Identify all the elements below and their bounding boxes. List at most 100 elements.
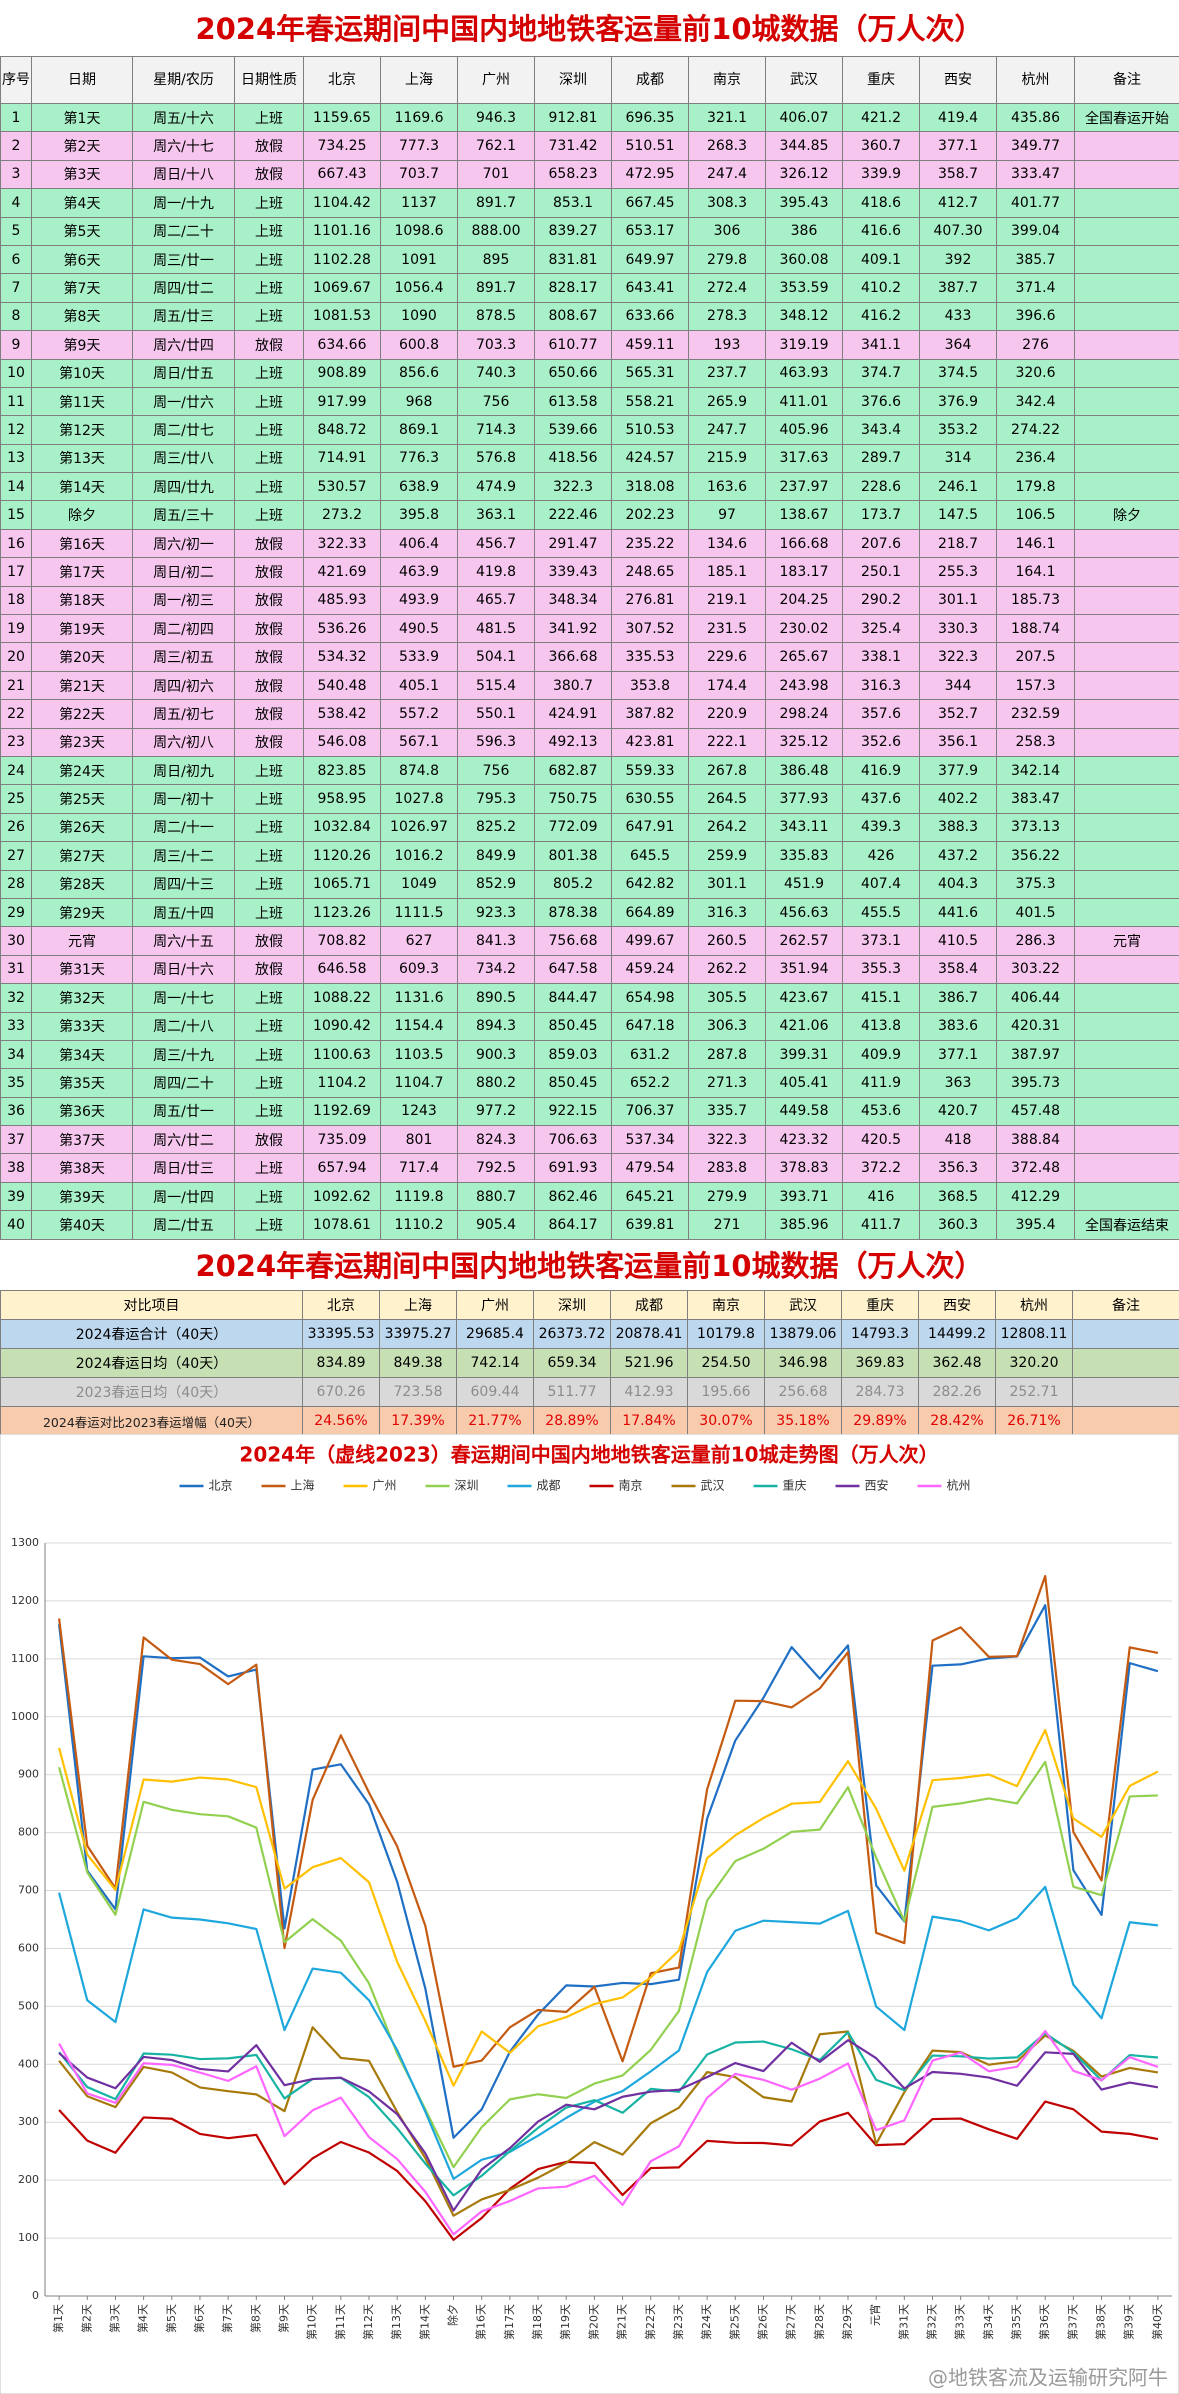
table-cell: 533.9 (380, 642, 458, 672)
table-cell: 823.85 (303, 755, 381, 786)
table-cell: 10 (0, 358, 32, 388)
table-cell: 26.71% (995, 1406, 1073, 1436)
table-cell: 395.8 (380, 500, 458, 530)
x-tick-label: 第21天 (615, 2304, 629, 2340)
x-tick-label: 第14天 (417, 2304, 431, 2340)
table-cell: 387.97 (996, 1039, 1075, 1070)
table-cell: 322.3 (534, 472, 612, 502)
table-cell: 853.1 (534, 188, 612, 218)
table-cell: 第17天 (31, 557, 133, 587)
table-cell: 上班 (234, 841, 304, 871)
x-tick-label: 第39天 (1122, 2304, 1136, 2340)
table-cell: 1100.63 (303, 1039, 381, 1070)
table-cell: 308.3 (688, 188, 766, 218)
table-cell: 314 (919, 443, 997, 474)
table-cell: 上班 (234, 358, 304, 388)
table-cell: 451.9 (765, 869, 843, 899)
table-cell (1074, 244, 1179, 275)
table-row: 6 第6天 周三/廿一 上班 1102.28 1091 895 831.81 649.97 279… (0, 244, 1179, 275)
legend-label: 北京 (209, 1479, 233, 1493)
table-cell (1074, 642, 1179, 672)
table-cell (1074, 1125, 1179, 1155)
table-cell: 435.86 (996, 102, 1075, 133)
table-cell: 第11天 (31, 386, 133, 417)
table-cell: 188.74 (996, 614, 1075, 644)
table-cell: 850.45 (534, 1068, 612, 1098)
table-cell: 416 (842, 1181, 920, 1212)
table-cell: 490.5 (380, 614, 458, 644)
header-cell: 重庆 (841, 1290, 919, 1320)
table-row: 2 第2天 周六/十七 放假 734.25 777.3 762.1 731.42 510.51 2… (0, 131, 1179, 161)
table-cell: 411.9 (842, 1068, 920, 1098)
table-cell: 11 (0, 386, 32, 417)
table-cell: 202.23 (611, 500, 689, 530)
table-cell: 第35天 (31, 1068, 133, 1098)
table-cell (1074, 614, 1179, 644)
table-cell: 613.58 (534, 386, 612, 417)
x-tick-label: 第29天 (840, 2304, 854, 2340)
table-cell: 1104.42 (303, 188, 381, 218)
table-cell: 418.6 (842, 188, 920, 218)
table-cell: 周三/初五 (132, 642, 235, 672)
table-cell: 1056.4 (380, 273, 458, 303)
table-cell: 409.9 (842, 1039, 920, 1070)
table-cell: 278.3 (688, 301, 766, 332)
table-cell: 410.5 (919, 926, 997, 956)
table-cell: 691.93 (534, 1153, 612, 1183)
table-cell: 第34天 (31, 1039, 133, 1070)
table-cell: 250.1 (842, 557, 920, 587)
table-cell: 756 (457, 386, 535, 417)
table-cell: 409.1 (842, 244, 920, 275)
table-cell: 周一/十九 (132, 188, 235, 218)
table-cell: 358.7 (919, 159, 997, 190)
table-cell: 1065.71 (303, 869, 381, 899)
table-cell: 290.2 (842, 585, 920, 616)
summary-table: 对比项目 北京 上海 广州 深圳 成都 南京 武汉 重庆 西安 杭州 备注 2024春运合计（40天） 3… (0, 1290, 1179, 1436)
table-cell: 485.93 (303, 585, 381, 616)
table-cell (1074, 784, 1179, 814)
table-cell: 周日/十六 (132, 954, 235, 985)
header-cell: 西安 (919, 56, 997, 104)
legend-label: 深圳 (455, 1479, 479, 1493)
table-cell: 856.6 (380, 358, 458, 388)
legend-label: 成都 (537, 1479, 561, 1493)
table-cell: 703.7 (380, 159, 458, 190)
table-cell: 377.9 (919, 755, 997, 786)
table-cell: 全国春运结束 (1074, 1210, 1179, 1240)
table-cell: 周五/廿三 (132, 301, 235, 332)
table-cell: 385.7 (996, 244, 1075, 275)
y-tick-label: 400 (18, 2057, 39, 2070)
table-cell: 上班 (234, 812, 304, 843)
table-row: 27 第27天 周三/十二 上班 1120.26 1016.2 849.9 801.38 645… (0, 841, 1179, 871)
table-cell: 276 (996, 330, 1075, 360)
table-cell: 第33天 (31, 1011, 133, 1041)
table-cell: 335.83 (765, 841, 843, 871)
table-cell: 371.4 (996, 273, 1075, 303)
table-cell: 第7天 (31, 273, 133, 303)
table-cell: 222.46 (534, 500, 612, 530)
table-cell: 652.2 (611, 1068, 689, 1098)
table-cell: 第21天 (31, 670, 133, 701)
table-cell: 周六/廿二 (132, 1125, 235, 1155)
table-cell: 406.07 (765, 102, 843, 133)
table-cell: 33975.27 (379, 1319, 457, 1349)
table-cell (1074, 330, 1179, 360)
table-cell: 2 (0, 131, 32, 161)
header-cell: 备注 (1072, 1290, 1179, 1320)
table-cell: 734.25 (303, 131, 381, 161)
table-cell: 28 (0, 869, 32, 899)
table-cell: 248.65 (611, 557, 689, 587)
table-row: 16 第16天 周六/初一 放假 322.33 406.4 456.7 291.47 235.2… (0, 528, 1179, 559)
table-cell: 878.5 (457, 301, 535, 332)
table-cell: 418 (919, 1125, 997, 1155)
table-cell: 891.7 (457, 273, 535, 303)
table-cell: 除夕 (1074, 500, 1179, 530)
table-cell: 上班 (234, 1096, 304, 1127)
table-cell: 第10天 (31, 358, 133, 388)
table-cell: 19 (0, 614, 32, 644)
x-tick-label: 第28天 (812, 2304, 826, 2340)
x-tick-label: 第9天 (276, 2304, 290, 2333)
table-cell (1074, 1011, 1179, 1041)
x-tick-label: 第18天 (530, 2304, 544, 2340)
table-cell: 12808.11 (995, 1319, 1073, 1349)
